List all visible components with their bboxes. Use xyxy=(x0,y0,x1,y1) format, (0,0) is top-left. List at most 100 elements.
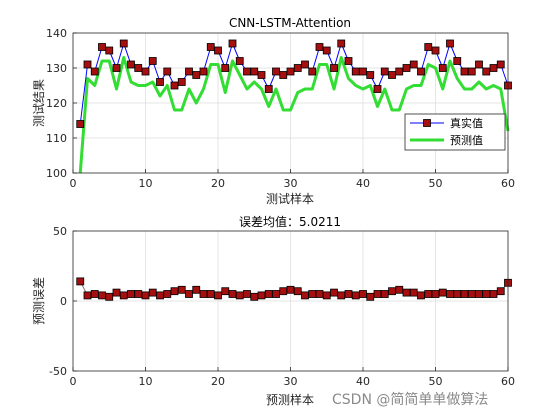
series-marker xyxy=(235,57,244,65)
series-marker xyxy=(467,290,476,298)
series-marker xyxy=(170,287,179,296)
series-marker xyxy=(214,46,222,55)
series-marker xyxy=(83,60,92,69)
y-tick-label: -50 xyxy=(49,365,67,378)
series-marker xyxy=(199,290,208,298)
series-marker xyxy=(417,67,425,76)
series-marker xyxy=(156,291,164,300)
series-marker xyxy=(359,290,367,298)
series-marker xyxy=(424,43,433,51)
series-marker xyxy=(351,291,360,300)
x-tick-label: 40 xyxy=(356,177,370,190)
top-chart-title: CNN-LSTM-Attention xyxy=(229,16,351,30)
series-marker xyxy=(293,287,302,296)
series-marker xyxy=(475,60,483,69)
series-marker xyxy=(148,57,157,65)
series-marker xyxy=(177,78,186,86)
series-marker xyxy=(482,290,491,298)
series-marker xyxy=(373,85,382,93)
y-tick-label: 120 xyxy=(46,97,67,110)
series-marker xyxy=(482,67,491,76)
series-marker xyxy=(402,64,411,72)
legend-box xyxy=(404,113,506,151)
series-marker xyxy=(170,81,179,90)
series-marker xyxy=(257,71,266,79)
series-marker xyxy=(446,39,454,48)
series-marker xyxy=(177,285,186,294)
series-marker xyxy=(221,64,230,72)
series-marker xyxy=(322,46,331,55)
series-marker xyxy=(337,39,346,48)
series-marker xyxy=(286,67,295,76)
series-marker xyxy=(90,290,99,298)
series-marker xyxy=(185,290,193,298)
series-marker xyxy=(264,290,273,298)
series-marker xyxy=(417,291,425,300)
series-marker xyxy=(402,288,411,297)
series-marker xyxy=(98,291,106,300)
series-marker xyxy=(322,291,331,300)
series-marker xyxy=(446,290,454,298)
x-tick-label: 30 xyxy=(284,177,298,190)
series-marker xyxy=(388,71,396,79)
series-marker xyxy=(257,291,266,300)
series-marker xyxy=(330,288,338,297)
series-marker xyxy=(395,285,404,294)
series-marker xyxy=(293,64,302,72)
series-line-1 xyxy=(78,56,510,174)
series-marker xyxy=(315,290,324,298)
series-marker xyxy=(156,78,164,86)
y-tick-label: 50 xyxy=(53,225,67,238)
series-marker xyxy=(112,288,121,297)
series-marker xyxy=(214,291,222,300)
series-marker xyxy=(279,71,288,79)
bottom-chart-xlabel: 预测样本 xyxy=(266,392,314,407)
series-marker xyxy=(272,67,280,76)
series-marker xyxy=(76,277,85,286)
top-chart-xlabel: 测试样本 xyxy=(266,191,314,206)
watermark: CSDN @简简单单做算法 xyxy=(332,392,489,408)
series-marker xyxy=(127,60,135,69)
series-marker xyxy=(235,291,244,300)
series-marker xyxy=(373,290,382,298)
series-marker xyxy=(272,290,280,298)
series-marker xyxy=(460,290,469,298)
series-marker xyxy=(243,67,251,76)
series-marker xyxy=(330,64,338,72)
top-chart-ticks: 0 10 20 30 40 50 60 100 110 120 130 140 xyxy=(46,27,515,190)
series-marker xyxy=(344,57,353,65)
series-marker xyxy=(489,290,498,298)
series-marker xyxy=(308,290,317,298)
x-tick-label: 60 xyxy=(501,375,515,388)
series-marker xyxy=(489,64,498,72)
series-marker xyxy=(424,290,433,298)
top-chart-ylabel: 测试结果 xyxy=(31,79,46,127)
series-marker xyxy=(134,64,143,72)
series-marker xyxy=(453,290,462,298)
series-marker xyxy=(192,285,201,294)
x-tick-label: 50 xyxy=(429,375,443,388)
legend-label-actual: 真实值 xyxy=(450,116,483,130)
top-chart-series xyxy=(76,39,512,174)
series-marker xyxy=(148,288,157,297)
series-marker xyxy=(141,291,150,300)
bottom-chart-grid xyxy=(73,231,508,371)
series-marker xyxy=(90,67,99,76)
x-tick-label: 0 xyxy=(70,375,77,388)
bottom-chart-ylabel: 预测误差 xyxy=(32,277,46,325)
series-marker xyxy=(243,290,251,298)
series-marker xyxy=(366,292,375,301)
series-marker xyxy=(301,291,309,300)
x-tick-label: 50 xyxy=(429,177,443,190)
series-marker xyxy=(112,64,121,72)
x-tick-label: 10 xyxy=(139,375,153,388)
series-marker xyxy=(228,290,237,298)
series-marker xyxy=(185,67,193,76)
series-marker xyxy=(76,120,85,128)
series-marker xyxy=(206,290,215,298)
series-marker xyxy=(460,67,469,76)
series-marker xyxy=(119,291,128,300)
